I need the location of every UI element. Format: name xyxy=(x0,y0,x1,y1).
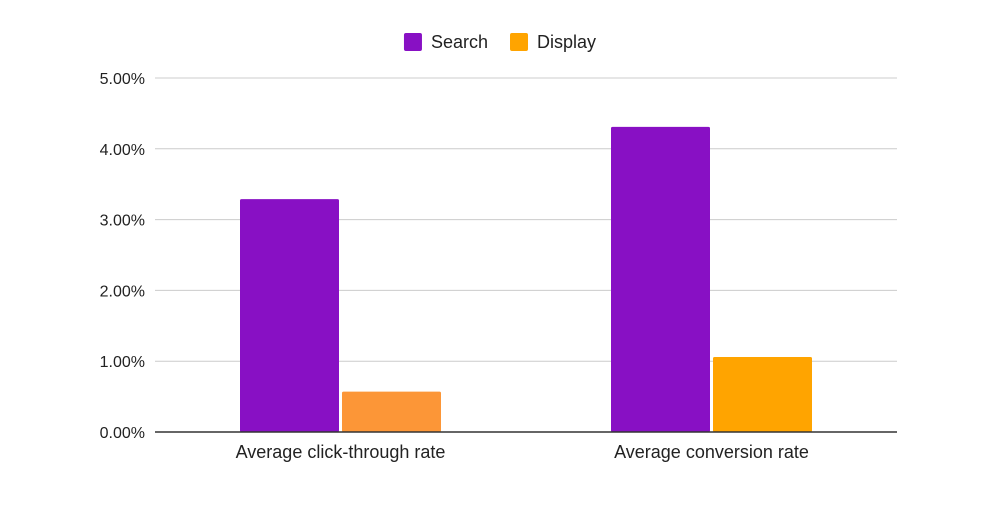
x-category-label: Average conversion rate xyxy=(614,442,809,462)
legend-label: Display xyxy=(537,32,596,52)
y-tick-label: 1.00% xyxy=(100,354,145,371)
bar-display xyxy=(342,391,441,432)
bar-search xyxy=(611,126,710,433)
x-category-label: Average click-through rate xyxy=(236,442,446,462)
bar-search xyxy=(240,199,339,432)
legend-swatch xyxy=(510,33,529,51)
bar-display xyxy=(713,356,812,432)
legend-swatch xyxy=(403,33,422,51)
legend-item: Display xyxy=(510,32,596,52)
y-tick-label: 3.00% xyxy=(100,213,145,230)
legend-label: Search xyxy=(431,32,488,52)
y-tick-label: 5.00% xyxy=(100,71,145,88)
y-tick-label: 2.00% xyxy=(100,283,145,300)
legend-item: Search xyxy=(403,32,488,52)
axes: 0.00% 1.00% 2.00% 3.00% 4.00% 5.00% Average cl… xyxy=(100,71,897,462)
y-tick-label: 0.00% xyxy=(100,425,145,442)
legend: Search Display xyxy=(403,32,596,52)
bars xyxy=(240,126,812,433)
y-tick-label: 4.00% xyxy=(100,142,145,159)
